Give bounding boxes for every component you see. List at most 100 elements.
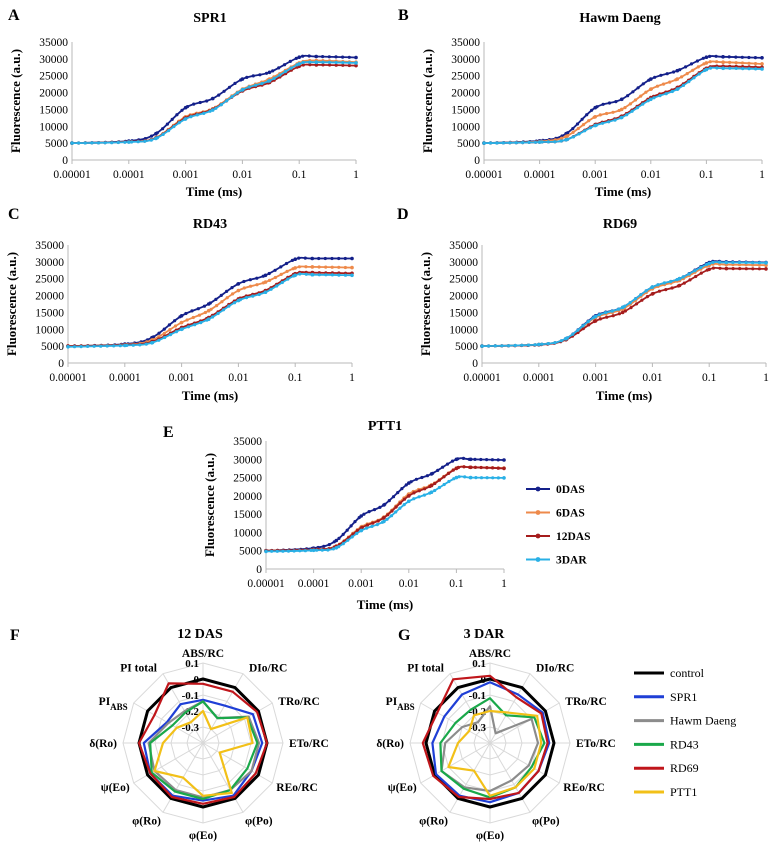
radar-axis-label: REo/RC (276, 782, 318, 794)
series-point-3dar (90, 141, 94, 145)
data-point-0das (704, 55, 709, 59)
series-point-6das (661, 82, 666, 86)
series-point-3dar (520, 343, 524, 347)
data-point-12das (382, 516, 386, 520)
y-tick-label: 30000 (39, 54, 68, 66)
radar-series-hawm-daeng (147, 700, 261, 799)
x-axis-label: Time (ms) (357, 597, 413, 612)
series-point-3dar (199, 321, 203, 325)
legend-marker-3dar (535, 557, 541, 562)
series-point-6das (633, 98, 638, 102)
series-point-0das (214, 297, 218, 301)
data-point-3dar (236, 298, 241, 303)
series-point-3dar (331, 547, 335, 551)
series-point-0das (230, 286, 234, 290)
radar-series-rd43 (439, 697, 546, 799)
x-tick-label: 0.001 (582, 169, 608, 181)
series-point-12das (394, 505, 398, 509)
series-point-3dar (315, 548, 319, 552)
series-point-0das (378, 505, 382, 509)
series-point-3dar (280, 280, 284, 285)
series-point-3dar (586, 320, 590, 324)
series-line-3dar (265, 475, 505, 553)
y-tick-label: 30000 (449, 257, 478, 269)
series-point-3dar (737, 260, 742, 265)
series-point-3dar (278, 73, 282, 77)
x-tick-label: 0.00001 (247, 578, 285, 590)
series-point-3dar (485, 476, 489, 480)
data-point-3dar (593, 314, 598, 319)
series-point-3dar (92, 344, 96, 348)
series-point-3dar (370, 524, 374, 529)
data-point-12das (724, 266, 729, 271)
series-point-12das (347, 63, 351, 68)
y-tick-label: 10000 (451, 121, 480, 133)
series-point-3dar (86, 344, 90, 348)
y-tick-label: 35000 (451, 37, 480, 49)
series-point-3dar (751, 261, 755, 265)
series-point-3dar (77, 141, 81, 145)
y-tick-label: 5000 (41, 341, 64, 353)
series-point-3dar (257, 292, 261, 297)
series-point-6das (317, 265, 321, 269)
series-point-3dar (495, 141, 499, 145)
data-point-12das (502, 466, 506, 471)
series-point-6das (197, 313, 201, 317)
series-point-0das (391, 495, 396, 499)
data-point-3dar (382, 519, 386, 524)
series-point-12das (751, 267, 755, 271)
data-point-3dar (537, 140, 542, 144)
series-point-0das (353, 520, 357, 524)
series-point-6das (185, 318, 189, 322)
series-point-3dar (118, 344, 122, 348)
series-point-0das (349, 524, 353, 528)
radar-title: 3 DAR (464, 627, 506, 642)
radar-legend-label-control: control (670, 666, 705, 680)
series-point-3dar (216, 311, 220, 316)
series-point-12das (682, 281, 686, 285)
series-point-3dar (546, 342, 550, 346)
series-point-0das (695, 59, 700, 63)
series-point-3dar (347, 61, 351, 65)
series-point-3dar (731, 260, 735, 265)
series-point-12das (491, 466, 495, 470)
series-point-12das (402, 497, 407, 501)
y-tick-label: 15000 (233, 509, 262, 521)
series-point-6das (728, 60, 732, 64)
data-point-12das (620, 310, 625, 315)
data-point-3dar (314, 60, 319, 64)
data-point-6das (206, 308, 211, 313)
series-point-0das (273, 268, 277, 272)
radar-title: 12 DAS (177, 627, 223, 642)
series-point-3dar (131, 343, 135, 347)
data-point-3dar (354, 61, 358, 65)
series-point-0das (222, 89, 226, 93)
panel-letter: A (8, 7, 20, 24)
panel-rd69: D RD69 0 5000 10000 15000 20000 25000 30000 35000… (397, 206, 769, 403)
series-point-3dar (123, 140, 127, 144)
y-tick-label: 20000 (35, 291, 64, 303)
x-tick-label: 0.0001 (113, 169, 145, 181)
series-point-3dar (533, 343, 537, 347)
series-point-3dar (433, 488, 437, 493)
series-point-3dar (321, 60, 325, 64)
x-tick-label: 0.1 (292, 169, 307, 181)
series-point-12das (694, 274, 698, 279)
y-axis-label: Fluorescence (a.u.) (8, 49, 23, 153)
data-point-3dar (210, 108, 215, 112)
series-point-3dar (269, 287, 273, 291)
series-point-3dar (350, 535, 354, 539)
data-point-3dar (677, 276, 682, 281)
data-point-3dar (649, 97, 653, 102)
series-point-0das (297, 256, 301, 260)
series-point-12das (473, 465, 477, 469)
radar-legend-label-spr1: SPR1 (670, 690, 697, 704)
series-point-12das (334, 63, 338, 67)
series-point-6das (304, 265, 308, 269)
series-point-6das (279, 272, 283, 276)
series-point-12das (398, 501, 402, 505)
radar-spoke (133, 742, 204, 784)
series-point-3dar (172, 125, 176, 129)
series-point-3dar (553, 341, 557, 345)
series-point-3dar (260, 81, 264, 86)
